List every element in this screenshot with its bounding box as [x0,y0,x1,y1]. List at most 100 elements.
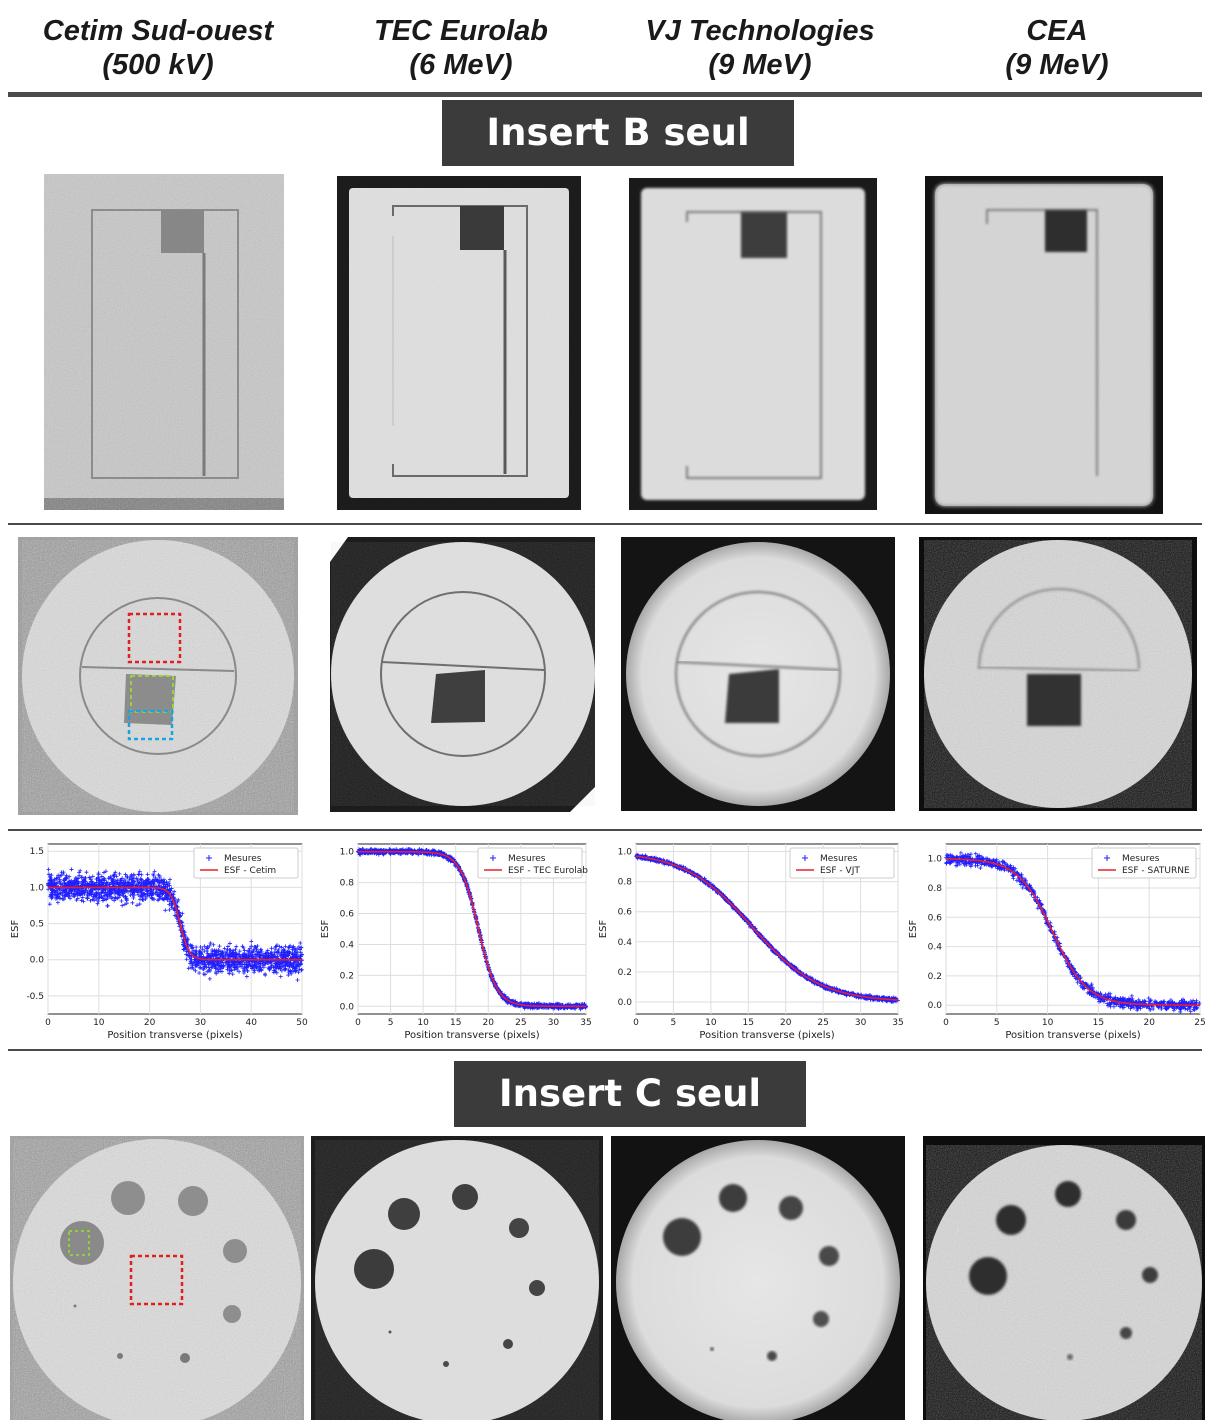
data-point [1185,1007,1190,1012]
data-point [169,905,174,910]
data-point [123,894,128,899]
x-axis-label: Position transverse (pixels) [404,1030,539,1041]
data-point [273,945,278,950]
data-point [269,946,274,951]
data-point [83,875,88,880]
data-point [244,954,249,959]
data-point [117,871,122,876]
data-point [167,907,172,912]
data-point [211,942,216,947]
data-point [197,948,202,953]
esf-fit-line [48,886,302,961]
x-tick-label: 25 [1194,1018,1205,1028]
data-point [49,873,54,878]
data-point [215,955,220,960]
data-point [96,881,101,886]
data-point [152,897,157,902]
data-point [120,876,125,881]
data-point [215,962,220,967]
data-point [126,889,131,894]
data-point [192,959,197,964]
data-point [260,953,265,958]
data-point [213,966,218,971]
data-point [115,890,120,895]
data-point [194,945,199,950]
data-point [247,946,252,951]
y-tick-label: 0.2 [928,972,942,982]
data-point [237,949,242,954]
data-point [225,944,230,949]
data-point [141,892,146,897]
insert-b-longitudinal-cetim [44,174,284,510]
data-point [241,970,246,975]
data-point [149,896,154,901]
data-point [189,946,194,951]
data-point [293,947,298,952]
legend-box [789,847,895,879]
data-point [273,964,278,969]
data-point [219,964,224,969]
data-point [166,881,171,886]
section-title: Insert B seul [486,111,750,154]
data-point [82,879,87,884]
data-point [49,888,54,893]
data-point [108,890,113,895]
data-point [259,947,264,952]
data-point [141,879,146,884]
data-point [232,967,237,972]
data-point [158,894,163,899]
legend-label: Mesures [508,854,546,864]
data-point [249,944,254,949]
data-point [155,898,160,903]
data-point [163,893,168,898]
data-point [202,944,207,949]
data-point [244,974,249,979]
insert-b-longitudinal-vjt [629,178,877,510]
data-point [208,941,213,946]
data-point [286,945,291,950]
data-point [287,961,292,966]
data-point [269,950,274,955]
data-point [188,943,193,948]
data-point [207,961,212,966]
data-point [62,880,67,885]
data-point [282,952,287,957]
data-point [86,883,91,888]
data-point [295,977,300,982]
data-point [90,874,95,879]
esf-plot-vjt: 0 5 10 15 20 25 30 350.00.20.40.60.81.0Position… [598,843,904,1041]
y-tick-label: 1.0 [928,855,943,865]
data-point [299,968,304,973]
column-energy: (9 MeV) [708,49,812,81]
data-point [387,847,392,852]
data-point [194,962,199,967]
data-point [46,872,51,877]
x-tick-label: 20 [483,1018,495,1028]
insert-b-axial-vjt [621,537,895,811]
data-point [201,954,206,959]
x-tick-label: 5 [671,1018,677,1028]
x-axis-label: Position transverse (pixels) [1005,1030,1140,1041]
data-point [63,893,68,898]
data-point [191,948,196,953]
y-tick-label: 1.0 [618,848,633,858]
data-point [145,872,150,877]
data-point [295,962,300,967]
data-point [187,954,192,959]
x-tick-label: 30 [548,1018,560,1028]
data-point [262,954,267,959]
data-point [138,887,143,892]
data-point [226,953,231,958]
data-point [128,874,133,879]
data-point [227,971,232,976]
y-axis-label: ESF [908,920,919,939]
data-point [297,967,302,972]
data-point [1108,1004,1113,1009]
data-point [107,882,112,887]
data-point [134,882,139,887]
data-point [104,880,109,885]
data-point [201,966,206,971]
data-point [152,869,157,874]
data-point [163,908,168,913]
